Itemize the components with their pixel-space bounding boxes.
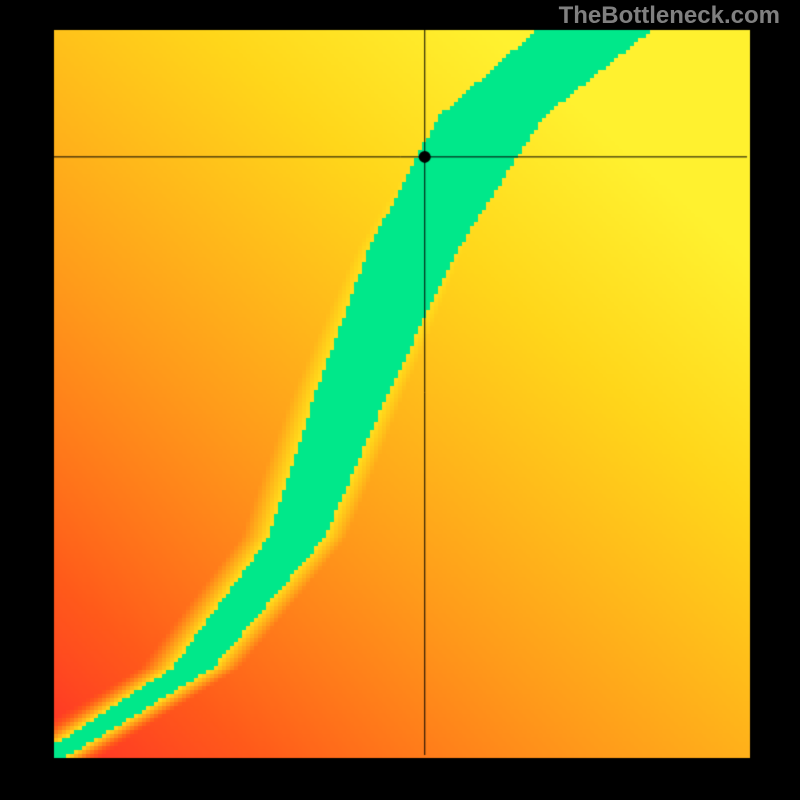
watermark-text: TheBottleneck.com [559,2,780,30]
chart-container: TheBottleneck.com [0,0,800,800]
bottleneck-heatmap [0,0,800,800]
